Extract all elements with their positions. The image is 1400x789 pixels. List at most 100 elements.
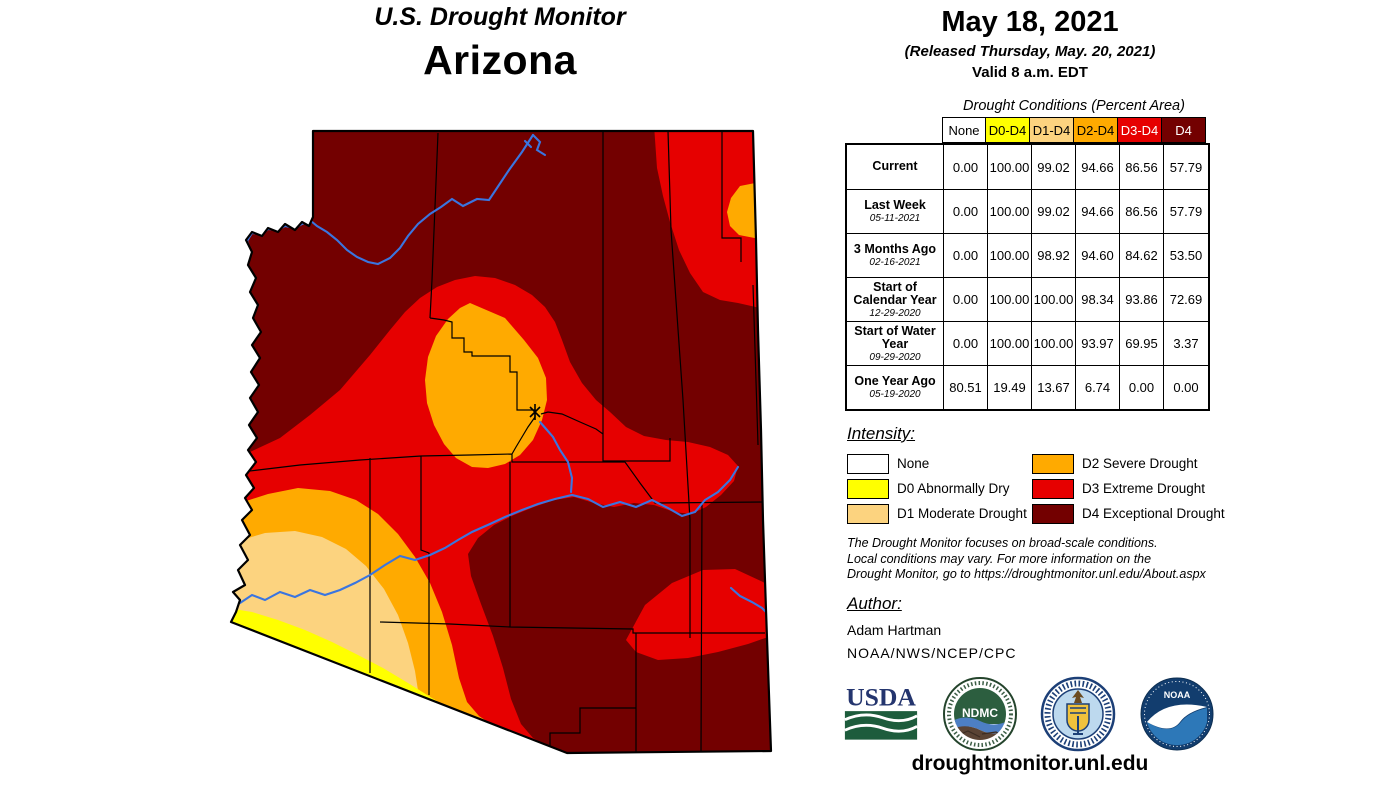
row-label-3-months-ago: 3 Months Ago 02-16-2021 [847,233,944,277]
released-date: (Released Thursday, May. 20, 2021) [904,43,1156,60]
row-label-last-week: Last Week 05-11-2021 [847,189,944,233]
svg-text:NDMC: NDMC [962,706,998,720]
table-cell: 0.00 [944,145,988,189]
table-cell: 99.02 [1032,189,1076,233]
legend-item-d0: D0 Abnormally Dry [847,476,1032,501]
table-cell: 86.56 [1120,189,1164,233]
table-cell: 100.00 [988,145,1032,189]
ndmc-logo: NDMC [942,677,1017,751]
table-cell: 94.66 [1076,145,1120,189]
intensity-title: Intensity: [847,424,916,443]
legend-swatch-d2 [1032,453,1074,474]
county-boundaries [232,131,765,753]
column-header-d2-d4: D2-D4 [1073,117,1118,143]
table-cell: 93.97 [1076,321,1120,365]
table-cell: 100.00 [988,189,1032,233]
table-cell: 0.00 [944,233,988,277]
legend-item-none: None [847,451,1032,476]
table-title: Drought Conditions (Percent Area) [963,98,1185,114]
table-cell: 100.00 [1032,321,1076,365]
river-san-francisco [729,586,768,614]
map-date: May 18, 2021 [941,6,1119,38]
table-cell: 84.62 [1120,233,1164,277]
svg-text:USDA: USDA [846,682,916,711]
column-header-d0-d4: D0-D4 [985,117,1030,143]
drought-monitor-url[interactable]: droughtmonitor.unl.edu [911,752,1149,775]
valid-time: Valid 8 a.m. EDT [972,64,1088,81]
table-cell: 57.79 [1169,159,1203,175]
row-label-start-calendar-year: Start of Calendar Year 12-29-2020 [847,277,944,321]
svg-text:NOAA: NOAA [1164,690,1191,700]
table-cell: 100.00 [1032,277,1076,321]
row-label-one-year-ago: One Year Ago 05-19-2020 [847,365,944,409]
table-cell: 100.00 [988,277,1032,321]
region-d2-central [425,303,547,468]
arizona-drought-map [229,129,773,755]
river-lake-powell [523,133,547,157]
state-title: Arizona [423,37,577,83]
legend-item-d4: D4 Exceptional Drought [1032,501,1225,526]
column-header-none: None [942,117,986,143]
table-cell: 0.00 [944,321,988,365]
table-cell: 0.00 [1164,365,1208,409]
table-header-spacer [845,117,942,143]
legend-item-d3: D3 Extreme Drought [1032,476,1217,501]
column-header-d4: D4 [1161,117,1206,143]
region-d3-southeast [626,569,771,660]
legend-item-d1: D1 Moderate Drought [847,501,1032,526]
page-title: U.S. Drought Monitor [374,3,626,31]
table-body: Current 0.00 100.00 99.02 94.66 86.56 57… [845,143,1210,411]
row-label-current: Current [847,145,944,189]
row-label-start-water-year: Start of Water Year 09-29-2020 [847,321,944,365]
table-cell: 57.79 [1164,189,1208,233]
legend-swatch-d3 [1032,478,1074,499]
river-colorado-grand-canyon [309,133,535,266]
table-cell: 98.34 [1076,277,1120,321]
author-block: Author: Adam Hartman NOAA/NWS/NCEP/CPC [847,594,1217,661]
table-cell: 53.50 [1164,233,1208,277]
intensity-legend: Intensity: None D0 Abnormally Dry D1 Mod… [847,424,1225,526]
confluence-star-marker [529,404,541,420]
commerce-seal-logo [1041,676,1116,752]
table-header-row: None D0-D4 D1-D4 D2-D4 D3-D4 D4 [845,117,1210,143]
author-title: Author: [847,594,902,613]
legend-swatch-none [847,453,889,474]
river-verde [538,420,574,494]
author-org: NOAA/NWS/NCEP/CPC [847,645,1017,661]
table-cell: 69.95 [1120,321,1164,365]
table-cell: 100.00 [988,233,1032,277]
table-cell: 3.37 [1164,321,1208,365]
disclaimer-text: The Drought Monitor focuses on broad-sca… [847,536,1206,581]
region-d3-northeast [654,131,760,308]
usda-logo: USDA [844,682,918,740]
noaa-logo: NOAA [1140,677,1214,751]
legend-swatch-d0 [847,478,889,499]
table-cell: 0.00 [944,189,988,233]
table-cell: 6.74 [1076,365,1120,409]
table-cell: 0.00 [944,277,988,321]
table-cell: 86.56 [1120,145,1164,189]
table-cell: 98.92 [1032,233,1076,277]
table-cell: 13.67 [1032,365,1076,409]
agency-logos: USDA NDMC NOAA [843,676,1215,752]
column-header-d3-d4: D3-D4 [1117,117,1162,143]
legend-swatch-d4 [1032,503,1074,524]
table-cell: 0.00 [1120,365,1164,409]
table-cell: 100.00 [988,321,1032,365]
drought-conditions-table: None D0-D4 D1-D4 D2-D4 D3-D4 D4 Current … [845,117,1210,411]
column-header-d1-d4: D1-D4 [1029,117,1074,143]
legend-item-d2: D2 Severe Drought [1032,451,1217,476]
region-d2-northeast-patch [727,182,760,239]
table-cell: 94.66 [1076,189,1120,233]
author-name: Adam Hartman [847,622,942,638]
table-cell: 94.60 [1076,233,1120,277]
arizona-state-outline [229,129,773,755]
table-cell: 80.51 [944,365,988,409]
table-cell: 72.69 [1164,277,1208,321]
table-cell: 93.86 [1120,277,1164,321]
table-cell: 99.02 [1032,145,1076,189]
legend-swatch-d1 [847,503,889,524]
river-salt-gila [231,465,740,607]
table-cell: 19.49 [988,365,1032,409]
